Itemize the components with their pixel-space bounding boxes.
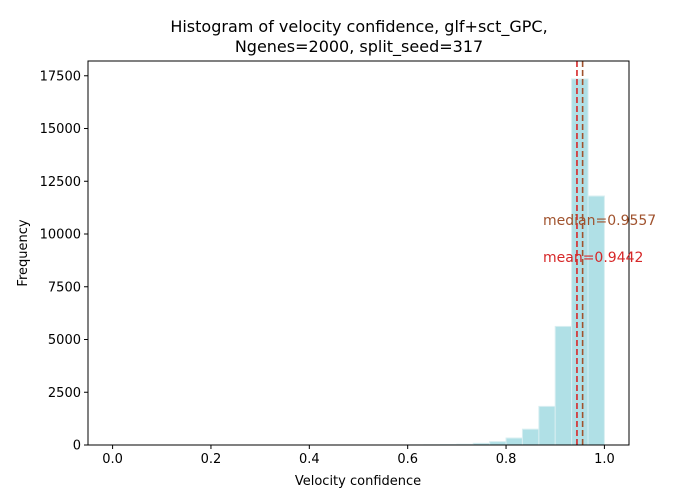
y-tick-label: 5000 (48, 333, 81, 348)
chart-title-line2: Ngenes=2000, split_seed=317 (235, 37, 483, 57)
reference-lines (576, 61, 584, 445)
histogram-bar (489, 441, 507, 446)
y-axis-ticks: 0 2500 5000 7500 10000 12500 15000 17500 (40, 69, 88, 454)
x-tick-label: 0.8 (496, 452, 517, 467)
y-axis-label: Frequency (16, 219, 31, 286)
y-tick-label: 17500 (40, 69, 81, 84)
x-tick-label: 0.2 (201, 452, 222, 467)
chart-title-line1: Histogram of velocity confidence, glf+sc… (170, 17, 547, 37)
x-tick-label: 0.6 (397, 452, 418, 467)
x-tick-label: 0.4 (299, 452, 320, 467)
x-tick-label: 1.0 (594, 452, 615, 467)
histogram-bar (554, 325, 573, 446)
x-tick-label: 0.0 (102, 452, 123, 467)
x-axis-label: Velocity confidence (295, 474, 421, 489)
histogram-bar (521, 428, 540, 446)
histogram-bar (587, 195, 605, 446)
y-tick-label: 7500 (48, 280, 81, 295)
mean-annotation: mean=0.9442 (543, 250, 643, 266)
histogram-bars (407, 78, 605, 446)
y-tick-label: 0 (73, 439, 81, 454)
y-tick-label: 10000 (40, 228, 81, 243)
y-tick-label: 15000 (40, 122, 81, 137)
y-tick-label: 2500 (48, 386, 81, 401)
histogram-bar (505, 437, 523, 446)
plot-frame (87, 60, 630, 446)
median-annotation: median=0.9557 (543, 213, 656, 229)
y-tick-label: 12500 (40, 175, 81, 190)
x-axis-ticks: 0.0 0.2 0.4 0.6 0.8 1.0 (102, 445, 615, 467)
histogram-bar (538, 405, 556, 446)
